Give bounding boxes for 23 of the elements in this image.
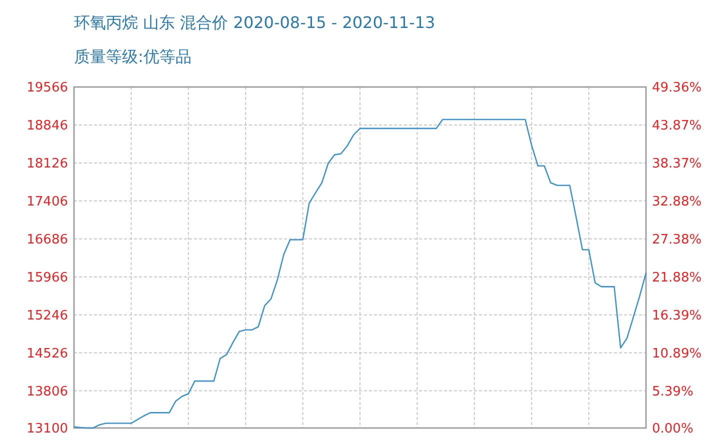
y2-tick-label: 38.37% [652,156,702,172]
y2-tick-label: 49.36% [652,80,702,96]
y2-tick-label: 43.87% [652,118,702,134]
y-tick-label: 15966 [26,270,68,286]
y-tick-label: 13806 [26,384,68,400]
y-tick-label: 19566 [26,80,68,96]
y-tick-label: 14526 [26,346,68,362]
y-tick-label: 18846 [26,118,68,134]
y2-tick-label: 0.00% [652,422,694,437]
y-tick-label: 15246 [26,308,68,324]
y-tick-label: 18126 [26,156,68,172]
y-tick-label: 13100 [26,422,68,437]
y2-tick-label: 16.39% [652,308,702,324]
y2-tick-label: 10.89% [652,346,702,362]
y-tick-label: 16686 [26,232,68,248]
chart-subtitle: 质量等级:优等品 [74,47,192,66]
chart-title: 环氧丙烷 山东 混合价 2020-08-15 - 2020-11-13 [74,13,436,32]
y2-tick-label: 5.39% [652,384,694,400]
y2-tick-label: 21.88% [652,270,702,286]
y-tick-label: 17406 [26,194,68,210]
line-series [73,118,647,429]
y2-tick-label: 32.88% [652,194,702,210]
y2-tick-label: 27.38% [652,232,702,248]
